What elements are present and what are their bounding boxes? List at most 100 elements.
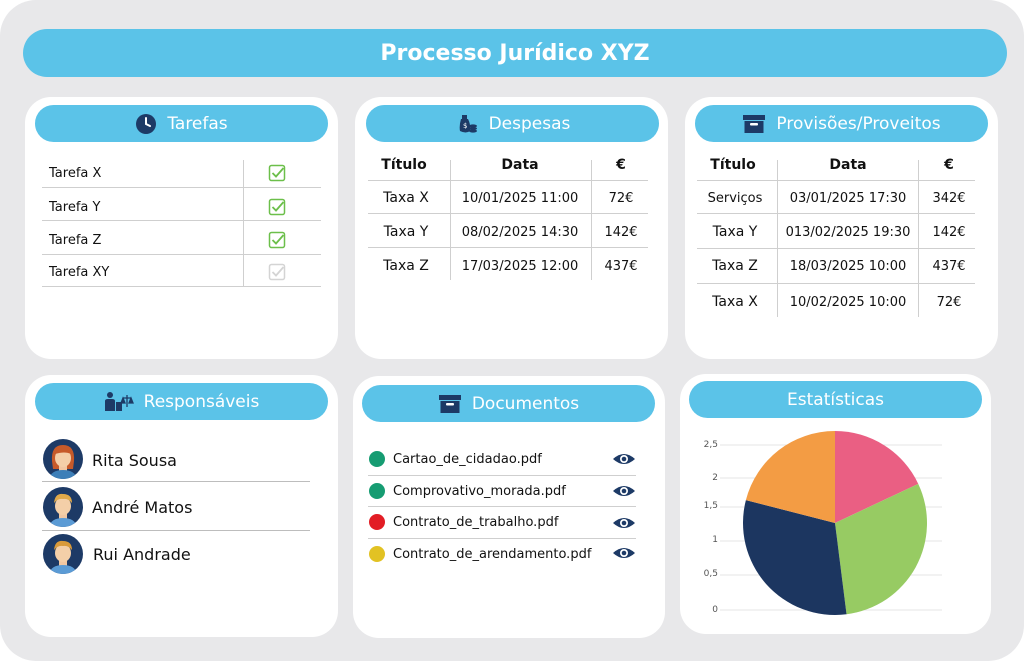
row-divider (42, 481, 310, 482)
cell-data: 10/02/2025 10:00 (789, 295, 907, 310)
task-label: Tarefa XY (49, 265, 110, 280)
y-tick-label: 0 (712, 605, 718, 615)
estatisticas-heading: Estatísticas (787, 389, 884, 410)
col-header-data: Data (501, 157, 539, 173)
pie-chart (720, 431, 942, 615)
file-name[interactable]: Contrato_de_trabalho.pdf (393, 515, 559, 530)
file-name[interactable]: Comprovativo_morada.pdf (393, 484, 566, 499)
status-dot (369, 546, 385, 562)
col-divider (918, 160, 919, 317)
checkbox-checked-icon[interactable] (268, 164, 286, 182)
cell-titulo: Serviços (707, 191, 763, 206)
pie-slice (745, 431, 835, 523)
col-divider (591, 160, 592, 280)
person-name: Rita Sousa (92, 451, 177, 470)
cell-titulo: Taxa X (712, 294, 758, 310)
pie-slice (835, 431, 919, 523)
checkbox-unchecked-icon[interactable] (268, 263, 286, 281)
file-name[interactable]: Contrato_de_arendamento.pdf (393, 547, 592, 562)
avatar (43, 487, 83, 527)
checkbox-checked-icon[interactable] (268, 198, 286, 216)
row-divider (368, 475, 636, 476)
col-header-titulo: Título (381, 157, 427, 173)
row-divider (42, 530, 310, 531)
row-divider (697, 283, 975, 284)
row-divider (42, 286, 321, 287)
row-divider (368, 213, 648, 214)
y-tick-label: 1,5 (703, 501, 718, 511)
cell-data: 03/01/2025 17:30 (789, 191, 907, 206)
cell-data: 18/03/2025 10:00 (789, 259, 907, 274)
cell-titulo: Taxa X (383, 190, 429, 206)
cell-valor: 437€ (932, 259, 966, 274)
col-divider (450, 160, 451, 280)
eye-icon[interactable] (612, 516, 636, 530)
row-divider (42, 254, 321, 255)
eye-icon[interactable] (612, 484, 636, 498)
page-title: Processo Jurídico XYZ (23, 29, 1007, 77)
estatisticas-header: Estatísticas (689, 381, 982, 418)
money-bag-icon: $ (455, 112, 479, 136)
documentos-header: Documentos (362, 385, 655, 422)
cell-valor: 142€ (604, 225, 638, 240)
y-tick-label: 0,5 (703, 569, 718, 579)
person-name: André Matos (92, 498, 193, 517)
responsaveis-heading: Responsáveis (143, 391, 260, 412)
cell-data: 08/02/2025 14:30 (461, 225, 579, 240)
documentos-heading: Documentos (471, 393, 580, 414)
cell-titulo: Taxa Z (712, 258, 758, 274)
avatar (43, 534, 83, 574)
avatar (43, 439, 83, 479)
tarefas-divider (243, 160, 244, 287)
cell-data: 013/02/2025 19:30 (785, 225, 911, 240)
row-divider (697, 213, 975, 214)
cell-data: 10/01/2025 11:00 (461, 191, 579, 206)
row-divider (368, 247, 648, 248)
provisoes-header: Provisões/Proveitos (695, 105, 988, 142)
status-dot (369, 451, 385, 467)
provisoes-heading: Provisões/Proveitos (776, 113, 941, 134)
cell-valor: 437€ (604, 259, 638, 274)
col-divider (777, 160, 778, 317)
y-tick-label: 2,5 (703, 440, 718, 450)
status-dot (369, 514, 385, 530)
row-divider (697, 180, 975, 181)
row-divider (368, 180, 648, 181)
cell-valor: 142€ (932, 225, 966, 240)
eye-icon[interactable] (612, 546, 636, 560)
cell-titulo: Taxa Y (712, 224, 758, 240)
person-name: Rui Andrade (93, 545, 191, 564)
tarefas-heading: Tarefas (167, 113, 228, 134)
people-scale-icon (104, 391, 134, 413)
status-dot (369, 483, 385, 499)
pie-slice (835, 483, 927, 615)
cell-titulo: Taxa Z (383, 258, 429, 274)
cell-valor: 72€ (936, 295, 962, 310)
archive-box-icon (742, 114, 766, 134)
task-label: Tarefa Y (49, 200, 101, 215)
y-tick-label: 1 (712, 535, 718, 545)
task-label: Tarefa Z (49, 233, 102, 248)
task-label: Tarefa X (49, 166, 102, 181)
col-header-euro: € (616, 157, 626, 173)
despesas-heading: Despesas (488, 113, 571, 134)
row-divider (368, 506, 636, 507)
row-divider (42, 220, 321, 221)
col-header-titulo: Título (710, 157, 756, 173)
pie-slice (743, 500, 847, 615)
file-name[interactable]: Cartao_de_cidadao.pdf (393, 452, 542, 467)
cell-data: 17/03/2025 12:00 (461, 259, 579, 274)
col-header-euro: € (944, 157, 954, 173)
cell-valor: 342€ (932, 191, 966, 206)
checkbox-checked-icon[interactable] (268, 231, 286, 249)
row-divider (42, 187, 321, 188)
archive-box-icon (438, 394, 462, 414)
svg-text:$: $ (463, 122, 467, 130)
tarefas-header: Tarefas (35, 105, 328, 142)
despesas-header: $ Despesas (366, 105, 659, 142)
clock-icon (135, 113, 157, 135)
eye-icon[interactable] (612, 452, 636, 466)
cell-valor: 72€ (608, 191, 634, 206)
row-divider (697, 248, 975, 249)
y-tick-label: 2 (712, 473, 718, 483)
